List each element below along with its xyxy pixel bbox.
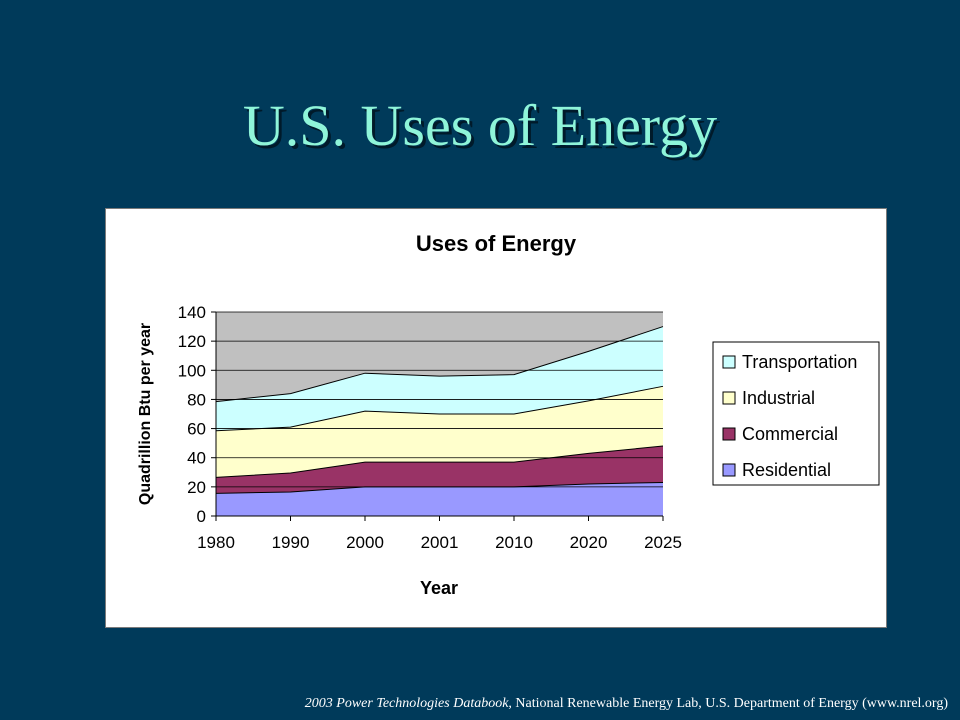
x-tick-label: 2025 <box>644 533 682 552</box>
x-tick-label: 2000 <box>346 533 384 552</box>
area-industrial <box>216 386 663 478</box>
legend-swatch-residential <box>722 463 736 477</box>
chart-title: Uses of Energy <box>416 231 577 256</box>
area-transportation <box>216 326 663 431</box>
x-tick-label: 2010 <box>495 533 533 552</box>
y-tick-label: 60 <box>187 420 206 439</box>
legend-label-transportation: Transportation <box>742 352 857 372</box>
slide-title: U.S. Uses of Energy <box>242 93 718 158</box>
legend-label-residential: Residential <box>742 460 831 480</box>
y-tick-label: 120 <box>178 332 206 351</box>
area-edge-commercial <box>215 445 664 478</box>
area-edge-residential <box>215 481 664 494</box>
y-tick-label: 100 <box>178 361 206 380</box>
uses-of-energy-chart: 0 20 40 60 80 100 120 140 1980 1990 2000 2001 2010 20… <box>137 231 880 598</box>
y-tick-label: 40 <box>187 449 206 468</box>
x-tick-label: 2001 <box>421 533 459 552</box>
x-tick-label: 1990 <box>272 533 310 552</box>
y-axis-title: Quadrillion Btu per year <box>137 323 154 505</box>
legend-swatch-commercial <box>722 427 736 441</box>
y-tick-label: 20 <box>187 478 206 497</box>
legend-label-industrial: Industrial <box>742 388 815 408</box>
legend-swatch-industrial <box>722 391 736 405</box>
x-tick-label: 2020 <box>570 533 608 552</box>
y-tick-label: 140 <box>178 303 206 322</box>
source-databook: 2003 Power Technologies Databook <box>304 696 509 711</box>
y-tick-label: 80 <box>187 390 206 409</box>
source-publisher: , National Renewable Energy Lab, U.S. De… <box>508 696 948 711</box>
area-edge-transportation <box>215 326 664 403</box>
source-footer: 2003 Power Technologies Databook, Nation… <box>305 696 948 712</box>
legend-box <box>712 341 880 486</box>
x-tick-label: 1980 <box>197 533 235 552</box>
area-residential <box>216 482 663 516</box>
x-axis-title: Year <box>420 578 458 598</box>
y-tick-label: 0 <box>197 507 206 526</box>
area-edge-industrial <box>215 385 664 432</box>
legend-label-commercial: Commercial <box>742 424 838 444</box>
legend-swatch-transportation <box>722 355 736 369</box>
chart-panel: 0 20 40 60 80 100 120 140 1980 1990 2000 2001 2010 20… <box>105 208 887 628</box>
